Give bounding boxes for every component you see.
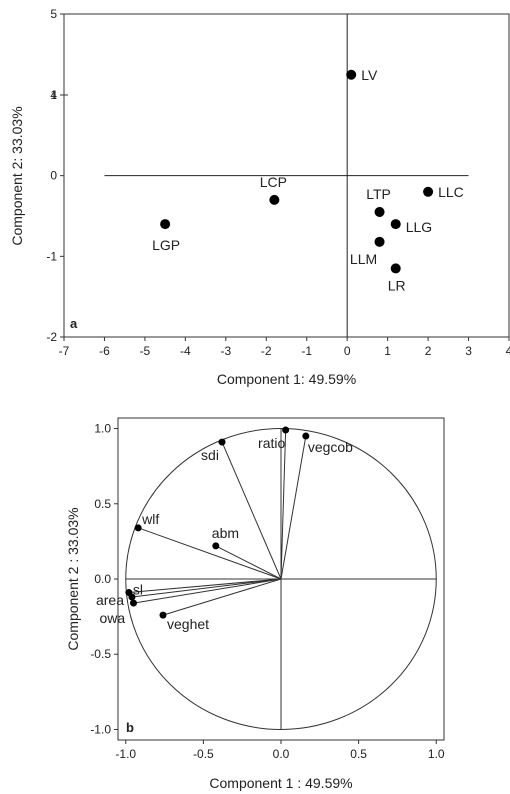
x-tick-label: -1 <box>301 344 312 358</box>
x-tick-label: -1.0 <box>115 747 136 761</box>
x-tick-label: -7 <box>59 344 70 358</box>
point-llm <box>374 236 385 247</box>
x-tick-label: -6 <box>99 344 110 358</box>
point-lr <box>390 263 401 274</box>
x-tick-label: 4 <box>506 344 510 358</box>
vector-label: abm <box>212 525 239 541</box>
x-tick-label: 0.5 <box>350 747 367 761</box>
vector-label: area <box>96 592 124 608</box>
x-tick-label: -0.5 <box>193 747 214 761</box>
vector-label: ratio <box>258 435 285 451</box>
y-tick-label: 0.5 <box>94 497 111 511</box>
pca-loadings-chart: -1.0 -0.5 0.0 0.5 1.0 -1.0 -0.5 0.0 0.5 1.0 ratio v… <box>65 417 445 791</box>
vector-point-veghet <box>159 611 167 619</box>
point-llg <box>390 219 401 230</box>
vector-point-vegcob <box>302 432 310 440</box>
vector-point-abm <box>212 542 220 550</box>
panel-label: b <box>126 720 134 735</box>
x-tick-label: 0.0 <box>273 747 290 761</box>
x-tick-label: -2 <box>261 344 272 358</box>
point-label: LLG <box>406 219 432 235</box>
y-axis-label: Component 2: 33.03% <box>9 106 25 245</box>
x-axis-label: Component 1 : 49.59% <box>209 775 352 791</box>
point-label: LV <box>361 67 378 83</box>
vector-point-ratio <box>282 426 290 434</box>
y-tick-label: -1 <box>46 249 57 263</box>
y-tick-label: 5 <box>50 7 57 21</box>
x-tick-label: 2 <box>425 344 432 358</box>
x-tick-label: -5 <box>140 344 151 358</box>
x-tick-label: 3 <box>465 344 472 358</box>
y-tick-label: 1.0 <box>94 422 111 436</box>
point-lcp <box>269 194 280 205</box>
vector-area <box>131 578 282 598</box>
vector-label: owa <box>100 610 126 626</box>
vector-abm <box>215 545 282 580</box>
vector-veghet <box>162 578 282 616</box>
y-tick-label: 0 <box>50 169 57 183</box>
vector-label: veghet <box>167 616 209 632</box>
vector-wlf <box>138 527 282 580</box>
pca-scores-chart: -7 -6 -5 -4 -3 -2 -1 0 1 2 3 4-2-10145LVLLCLTPLLGLL… <box>9 7 510 387</box>
y-tick-label: -0.5 <box>90 647 111 661</box>
point-llc <box>423 186 434 197</box>
y-tick-label: 0.0 <box>94 572 111 586</box>
y-tick-label: 4 <box>50 88 57 102</box>
vector-point-area <box>128 593 136 601</box>
vector-sl <box>128 578 282 594</box>
x-tick-label: -3 <box>220 344 231 358</box>
vector-ratio <box>280 430 287 580</box>
x-tick-label: -4 <box>180 344 191 358</box>
vector-label: wlf <box>141 511 159 527</box>
vector-owa <box>133 578 282 604</box>
y-axis-label: Component 2 : 33.03% <box>65 507 81 650</box>
x-tick-label: 0 <box>344 344 351 358</box>
point-label: LLC <box>438 184 464 200</box>
vector-point-owa <box>130 599 138 607</box>
point-label: LTP <box>366 186 391 202</box>
x-tick-label: 1.0 <box>428 747 445 761</box>
vector-point-sdi <box>218 438 226 446</box>
vector-label: sdi <box>201 447 219 463</box>
panel-label: a <box>70 316 78 331</box>
y-tick-label: 1 <box>50 88 57 102</box>
point-label: LGP <box>152 237 180 253</box>
vector-sdi <box>221 441 282 580</box>
vector-label: sl <box>133 582 143 598</box>
point-label: LR <box>388 277 406 293</box>
point-label: LCP <box>260 174 287 190</box>
point-ltp <box>374 206 385 217</box>
x-tick-label: 1 <box>384 344 391 358</box>
x-axis-label: Component 1: 49.59% <box>217 371 356 387</box>
y-tick-label: -1.0 <box>90 722 111 736</box>
point-label: LLM <box>350 251 377 267</box>
vector-point-wlf <box>134 524 142 532</box>
point-lv <box>346 69 357 80</box>
vector-vegcob <box>280 435 307 580</box>
y-tick-label: -2 <box>46 330 57 344</box>
vector-label: vegcob <box>308 439 353 455</box>
point-lgp <box>160 219 171 230</box>
